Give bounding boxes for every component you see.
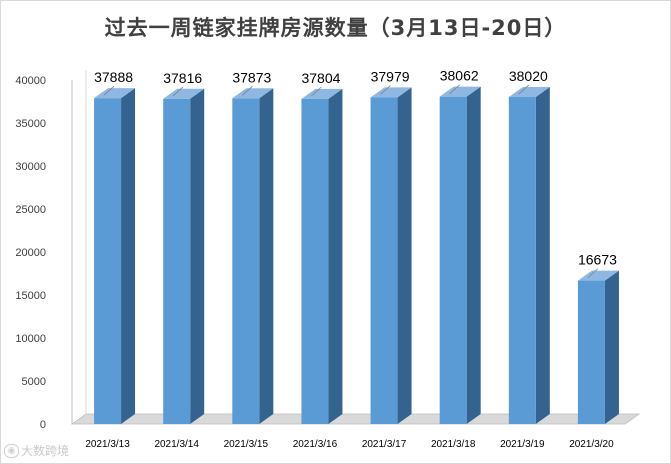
bar-top — [94, 88, 136, 99]
data-label: 37804 — [301, 70, 340, 86]
y-tick-label: 40000 — [15, 75, 46, 87]
bar — [370, 87, 412, 424]
bar — [577, 270, 619, 424]
y-tick-label: 20000 — [15, 247, 46, 259]
bar — [508, 87, 550, 424]
bar — [439, 86, 481, 424]
x-category-label: 2021/3/15 — [224, 439, 269, 450]
bar-side — [121, 88, 136, 424]
y-tick-label: 25000 — [15, 204, 46, 216]
data-label: 37816 — [163, 70, 202, 86]
bar-front — [577, 280, 605, 424]
chart-floor — [70, 413, 641, 425]
data-label-leader — [103, 85, 115, 96]
watermark-text: 大数跨境 — [21, 444, 70, 458]
x-category-label: 2021/3/13 — [85, 439, 130, 450]
bar-side — [604, 270, 619, 424]
bar-side — [466, 86, 481, 424]
bar-top — [577, 270, 619, 281]
data-label: 37873 — [232, 69, 271, 85]
bar — [301, 88, 343, 425]
watermark: ◉ 大数跨境 — [4, 442, 69, 459]
x-category-label: 2021/3/20 — [569, 439, 614, 450]
data-label: 37888 — [94, 69, 133, 85]
bar-top — [439, 86, 481, 97]
x-category-label: 2021/3/18 — [431, 439, 476, 450]
data-label: 38062 — [440, 68, 479, 84]
x-category-label: 2021/3/19 — [500, 439, 545, 450]
chart-axes: 0 5000 10000 15000 20000 25000 30000 35000 40000 — [15, 70, 641, 431]
bar-front — [439, 96, 467, 424]
data-label-leader — [449, 84, 460, 94]
bar-front — [508, 97, 536, 424]
bar-top — [508, 87, 550, 98]
bar-front — [301, 98, 329, 425]
bar-side — [259, 88, 274, 424]
data-label-leader — [587, 268, 599, 278]
y-tick-label: 35000 — [15, 118, 46, 130]
y-tick-label: 30000 — [15, 161, 46, 173]
bar-side — [328, 88, 343, 425]
bar-side — [190, 88, 205, 424]
y-tick-label: 10000 — [15, 333, 46, 345]
bar-side — [397, 87, 412, 424]
bar — [94, 88, 136, 424]
x-category-label: 2021/3/17 — [362, 439, 407, 450]
y-tick-label: 5000 — [22, 376, 46, 388]
y-tick-label: 15000 — [15, 290, 46, 302]
y-tick-label: 0 — [40, 419, 46, 431]
bar-series — [94, 86, 619, 425]
data-label-leader — [311, 86, 322, 97]
bar-top — [232, 88, 274, 99]
bar-front — [94, 98, 122, 424]
x-category-label: 2021/3/14 — [154, 439, 199, 450]
data-label-leader — [380, 85, 391, 95]
bar-front — [370, 97, 398, 424]
bar — [163, 88, 205, 424]
data-label: 38020 — [509, 68, 548, 84]
label-layer: 37888 2021/3/13 37816 2021/3/14 37873 2021/3/… — [85, 68, 617, 450]
weibo-icon: ◉ — [4, 443, 19, 458]
bar-top — [370, 87, 412, 98]
data-label-leader — [172, 86, 184, 97]
bar-side — [535, 87, 550, 424]
chart-title: 过去一周链家挂牌房源数量（3月13日-20日） — [104, 16, 567, 40]
bar-front — [232, 98, 260, 424]
data-label-leader — [518, 84, 530, 95]
bar-front — [163, 98, 191, 424]
data-label: 16673 — [578, 252, 617, 268]
bar — [232, 88, 274, 424]
bar-top — [163, 88, 205, 99]
data-label: 37979 — [371, 68, 410, 84]
bar-top — [301, 88, 343, 99]
x-category-label: 2021/3/16 — [293, 439, 338, 450]
data-label-leader — [242, 85, 253, 96]
